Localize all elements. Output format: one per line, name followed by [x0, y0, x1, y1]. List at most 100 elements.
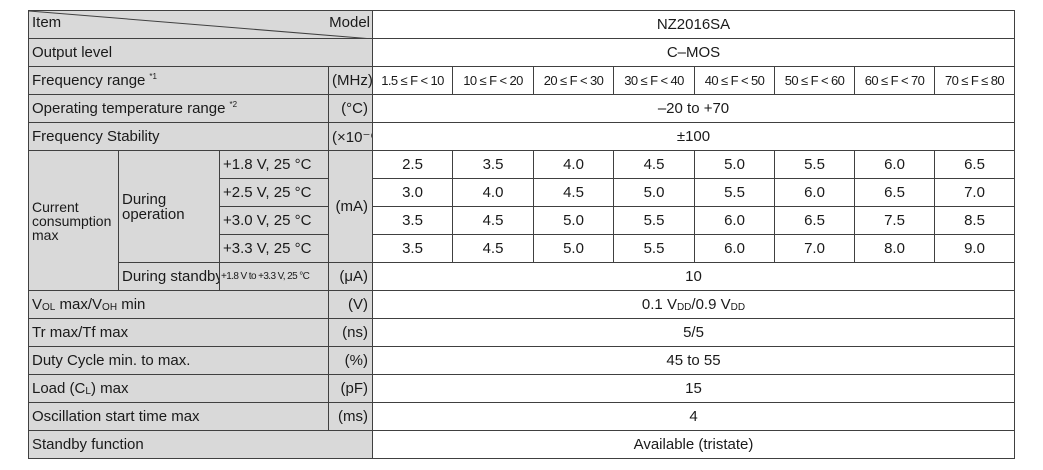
row-label: Standby function: [28, 430, 373, 459]
value-text: 15: [685, 380, 702, 397]
unit: (V): [328, 290, 373, 319]
table-row: During standby +1.8 V to +3.3 V, 25 °C (μA…: [29, 262, 1015, 291]
value-cell: 6.0: [694, 206, 775, 235]
value-text: 3.5: [482, 156, 504, 173]
row-label: Load (CL) max: [28, 374, 329, 403]
unit-text: (MHz): [332, 72, 373, 89]
value-text: 4.0: [563, 156, 584, 173]
unit: (pF): [328, 374, 373, 403]
value-text: 9.0: [964, 240, 985, 257]
table-row: +3.3 V, 25 °C 3.5 4.5 5.0 5.5 6.0 7.0 8.0 9.0: [29, 234, 1015, 263]
row-label: Output level: [28, 38, 373, 67]
row-label: Tr max/Tf max: [28, 318, 329, 347]
value-text: 1.5 ≤ F < 10: [381, 73, 444, 88]
condition-text: +1.8 V to +3.3 V, 25 °C: [221, 271, 310, 282]
row-label: Frequency Stability: [28, 122, 329, 151]
value-text: 4.5: [643, 156, 665, 173]
value-cell: 4: [372, 402, 1015, 431]
value-cell: Available (tristate): [372, 430, 1015, 459]
value-cell: 0.1 VDD/0.9 VDD: [372, 290, 1015, 319]
value-cell: 4.5: [452, 234, 534, 263]
row-label: Frequency range *1: [28, 66, 329, 95]
value-text: 3.5: [402, 212, 423, 229]
table-row: +2.5 V, 25 °C 3.0 4.0 4.5 5.0 5.5 6.0 6.5 7.0: [29, 178, 1015, 207]
value-cell: 3.0: [372, 178, 453, 207]
value-text: 6.0: [724, 212, 745, 229]
value-cell: 50 ≤ F < 60: [774, 66, 855, 95]
value-cell: 2.5: [372, 150, 453, 179]
value-cell: C–MOS: [372, 38, 1015, 67]
condition-text: +3.3 V, 25 °C: [223, 240, 312, 257]
table-row: Load (CL) max (pF) 15: [28, 374, 1015, 403]
condition-text: +2.5 V, 25 °C: [223, 184, 312, 201]
operation-label-text: During operation: [122, 190, 185, 223]
value-text: C–MOS: [666, 44, 721, 61]
table-row: Current consumption max During operation +…: [28, 150, 1015, 291]
value-text-subscript: DD: [730, 302, 746, 313]
value-text: 4.0: [482, 184, 504, 201]
value-cell: 5.5: [694, 178, 775, 207]
table-body: Item Model NZ2016SA Output level C–MOS Freque…: [28, 10, 1015, 459]
diagonal-line: [29, 11, 361, 38]
value-cell: 4.5: [613, 150, 695, 179]
table-row: Operating temperature range *2 (°C) –20 to …: [28, 94, 1015, 123]
value-cell: 4.5: [533, 178, 614, 207]
condition-label: +3.0 V, 25 °C: [219, 206, 329, 235]
table-row: Standby function Available (tristate): [28, 430, 1015, 459]
value-text-text: 0.1 V: [641, 296, 677, 313]
value-cell: 7.0: [774, 234, 855, 263]
unit-text: (ms): [338, 408, 368, 425]
model-label: Model: [329, 14, 370, 31]
value-text: 7.5: [884, 212, 905, 229]
value-cell: 5.5: [613, 206, 695, 235]
value-cell: 6.5: [774, 206, 855, 235]
table-row: Frequency range *1 (MHz) 1.5 ≤ F < 10 10 ≤ F…: [28, 66, 1015, 95]
unit: (%): [328, 346, 373, 375]
value-text: 6.0: [724, 240, 745, 257]
value-text: 6.5: [964, 156, 985, 173]
value-cell: 3.5: [452, 150, 534, 179]
value-cell: 5.5: [613, 234, 695, 263]
header-item-model: Item Model: [28, 10, 373, 39]
value-cell: 5/5: [372, 318, 1015, 347]
unit-text: (V): [348, 296, 368, 313]
value-text: 5.0: [643, 184, 665, 201]
row-label-text-text: Load (C: [32, 380, 86, 397]
note-mark: *2: [229, 100, 238, 109]
value-cell: 10: [372, 262, 1015, 291]
condition-label: +1.8 V, 25 °C: [219, 150, 329, 179]
row-label-text-text: min: [117, 296, 146, 313]
value-text: Available (tristate): [633, 436, 754, 453]
operation-label: During operation: [118, 150, 220, 263]
value-cell: 6.5: [934, 150, 1015, 179]
value-text: 6.5: [804, 212, 825, 229]
row-label-text: Tr max/Tf max: [32, 324, 129, 341]
unit: (μA): [328, 262, 373, 291]
value-text: 20 ≤ F < 30: [543, 73, 604, 88]
row-label-text-text: max/V: [55, 296, 103, 313]
row-label-text: Duty Cycle min. to max.: [32, 352, 191, 369]
value-text: 30 ≤ F < 40: [624, 73, 684, 88]
value-cell: 8.5: [934, 206, 1015, 235]
value-cell: 10 ≤ F < 20: [452, 66, 534, 95]
unit: (MHz): [328, 66, 373, 95]
value-text: 60 ≤ F < 70: [864, 73, 925, 88]
value-cell: 6.0: [694, 234, 775, 263]
unit-text: (mA): [335, 198, 369, 215]
value-text-text: /0.9 V: [691, 296, 731, 313]
row-label-text-text: ) max: [90, 380, 129, 397]
unit-text: (°C): [341, 100, 368, 117]
condition-text: +3.0 V, 25 °C: [223, 212, 312, 229]
value-cell: 30 ≤ F < 40: [613, 66, 695, 95]
value-text: 10 ≤ F < 20: [463, 73, 523, 88]
value-cell: 5.0: [613, 178, 695, 207]
row-label-text: Output level: [32, 44, 113, 61]
value-text: 7.0: [964, 184, 985, 201]
item-label: Item: [32, 14, 62, 31]
value-cell: 6.5: [854, 178, 935, 207]
value-cell: 7.5: [854, 206, 935, 235]
value-cell: 70 ≤ F ≤ 80: [934, 66, 1015, 95]
unit-text: (%): [344, 352, 368, 369]
value-text: 5.5: [643, 240, 665, 257]
